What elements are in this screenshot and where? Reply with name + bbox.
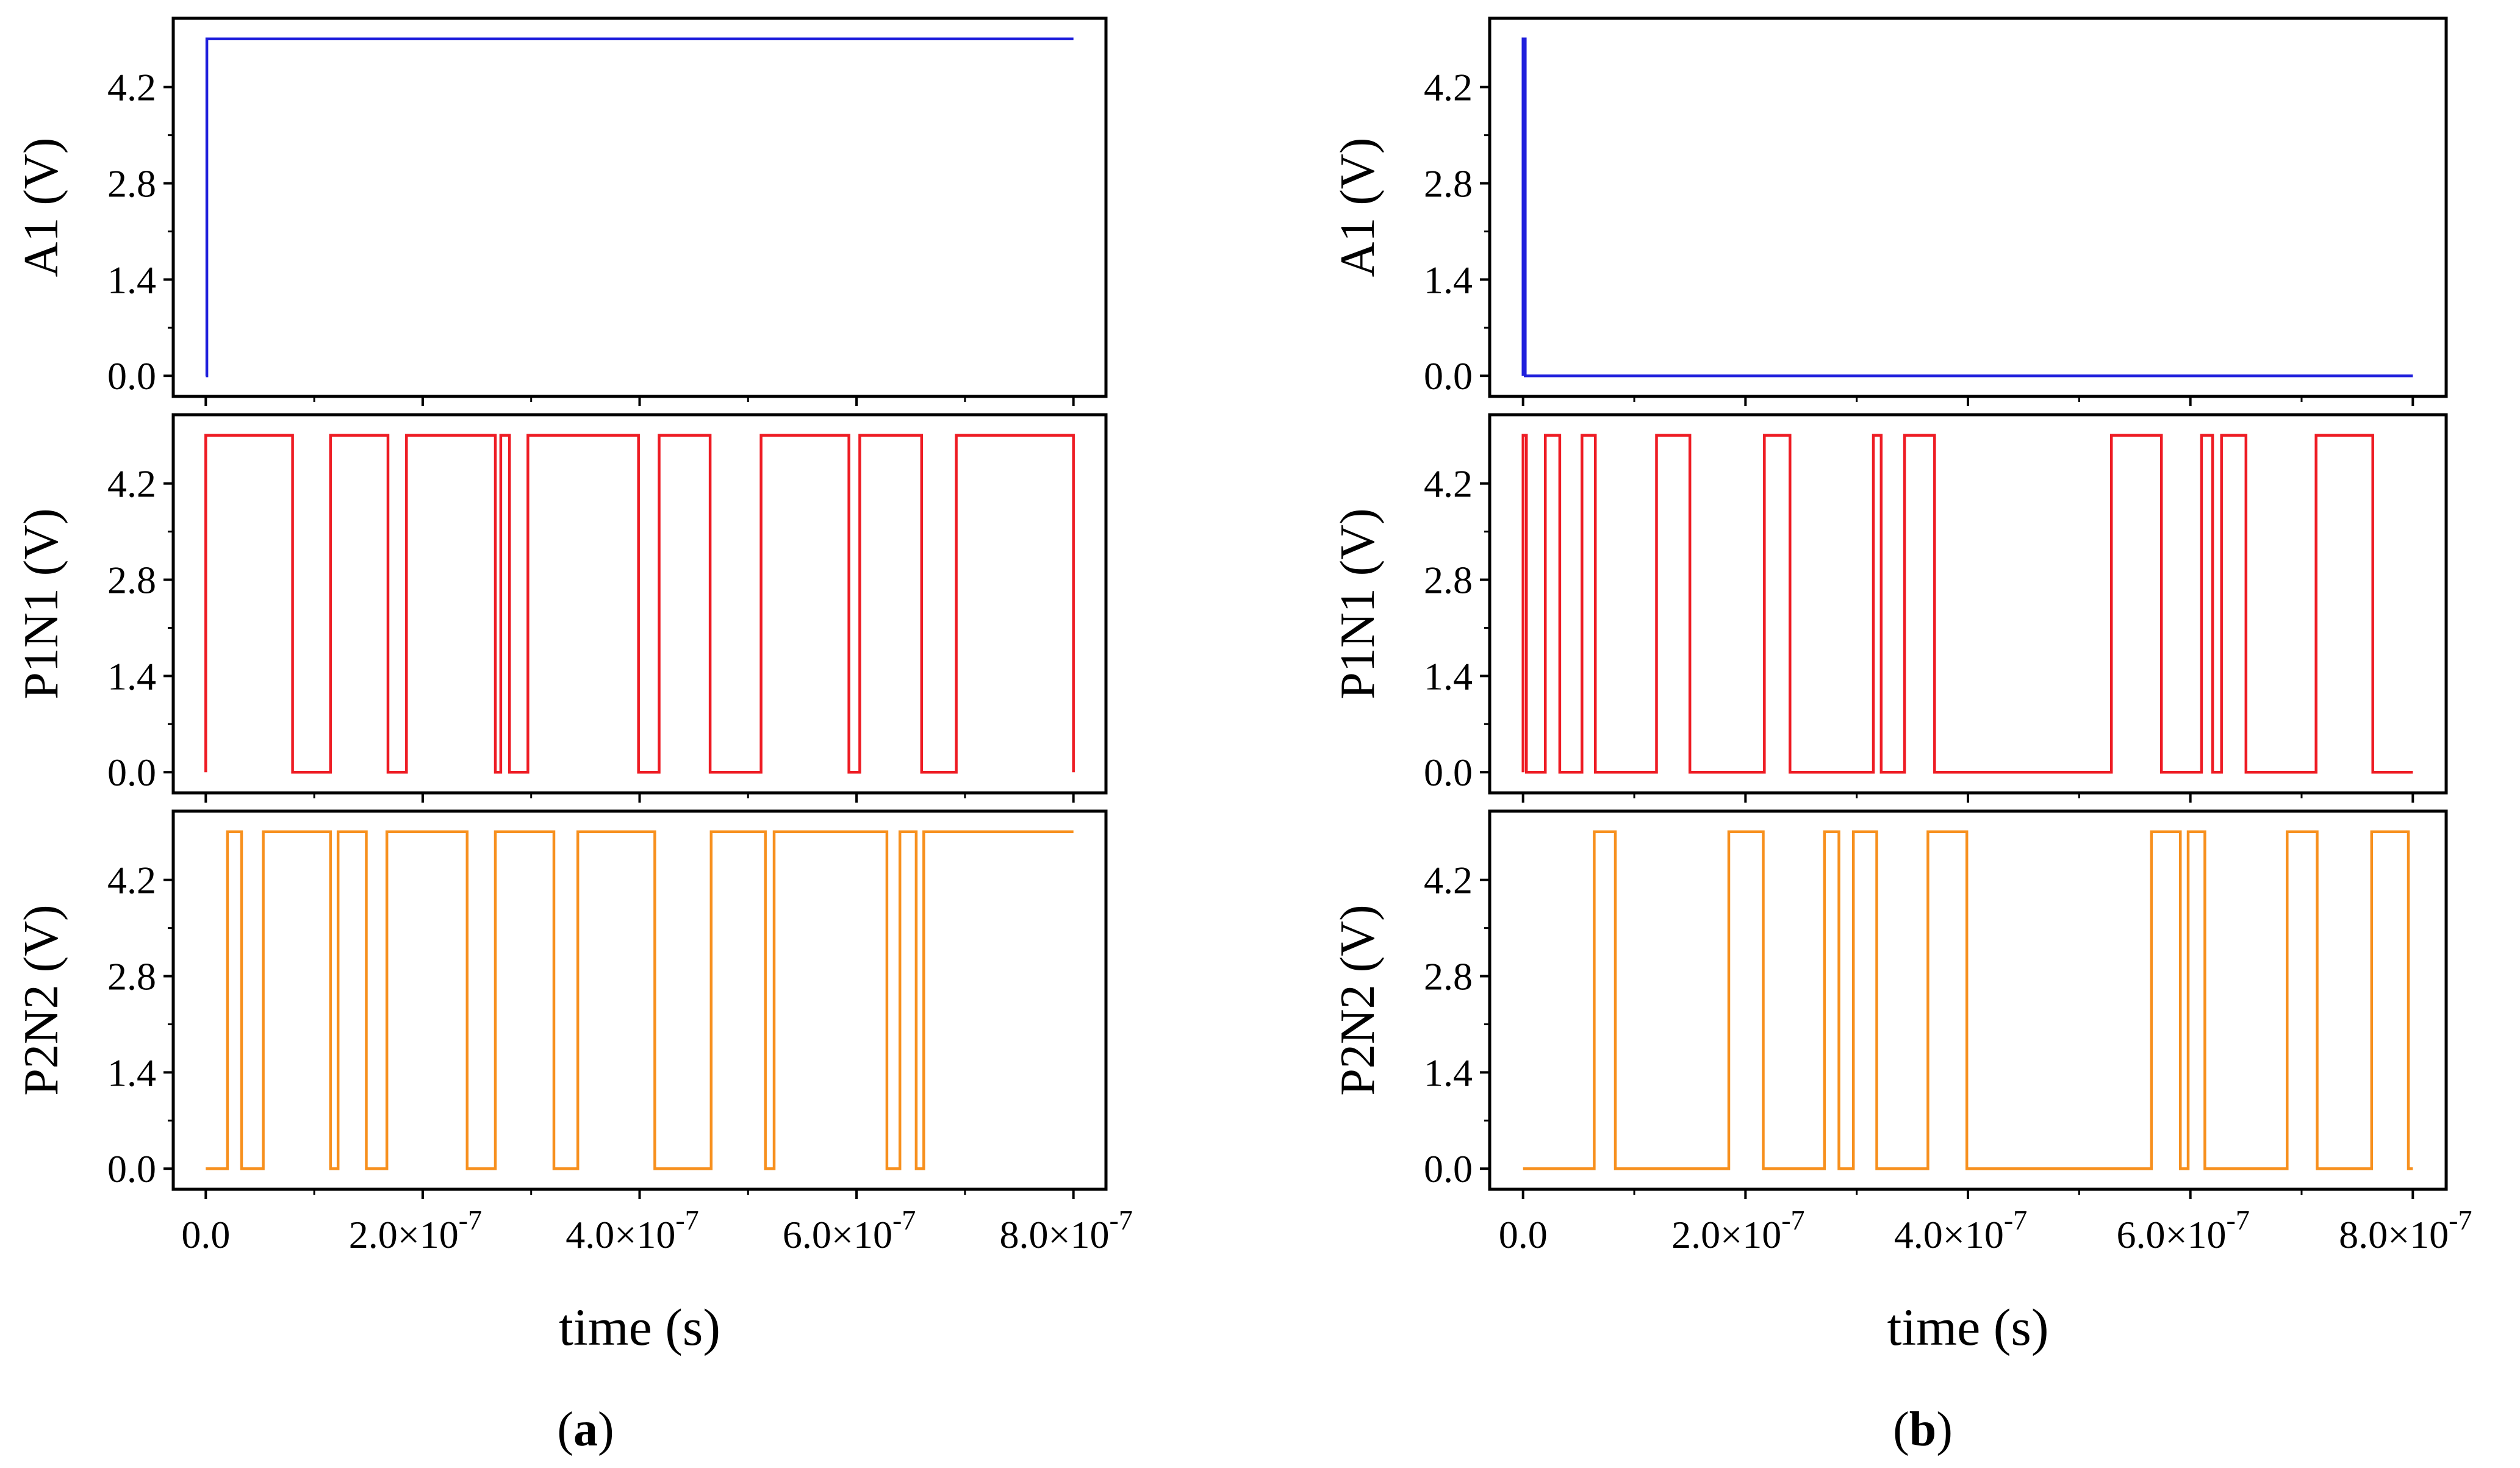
- xtick-label: 8.0×10-7: [2339, 1205, 2472, 1256]
- subplot-a1: 0.0 1.4 2.8 4.2 A1 (V): [1331, 16, 2448, 406]
- ytick-label: 0.0: [107, 354, 156, 398]
- ytick-label: 4.2: [107, 859, 156, 902]
- plot-frame: [171, 809, 1108, 1191]
- series-line-a1: [1521, 37, 2413, 378]
- subplot-p1n1: 0.0 1.4 2.8 4.2 P1N1 (V): [1331, 413, 2448, 803]
- ytick-label: 0.0: [1424, 1147, 1473, 1191]
- xtick-label: 4.0×10-7: [565, 1205, 698, 1256]
- ylabel-a1: A1 (V): [15, 138, 68, 277]
- series-line-p1n1: [204, 434, 1075, 774]
- ytick-label: 2.8: [107, 955, 156, 998]
- panel-label-b: (b): [1893, 1403, 1953, 1456]
- ytick-label: 1.4: [1424, 654, 1473, 698]
- ytick-label: 4.2: [1424, 462, 1473, 506]
- ytick-label: 1.4: [107, 654, 156, 698]
- series-line-p1n1: [1521, 434, 2413, 774]
- ylabel-p2n2: P2N2 (V): [15, 904, 68, 1095]
- ytick-label: 0.0: [1424, 354, 1473, 398]
- panel-label-a: (a): [557, 1403, 614, 1456]
- ytick-label: 0.0: [107, 1147, 156, 1191]
- ytick-label: 4.2: [107, 66, 156, 109]
- plot-frame: [1488, 809, 2448, 1191]
- ytick-label: 2.8: [1424, 955, 1473, 998]
- ytick-label: 1.4: [1424, 258, 1473, 301]
- subplot-p1n1: 0.0 1.4 2.8 4.2 P1N1 (V): [15, 413, 1108, 803]
- series-line-p2n2: [206, 830, 1074, 1170]
- xtick-label: 2.0×10-7: [349, 1205, 482, 1256]
- xtick-label: 4.0×10-7: [1894, 1205, 2027, 1256]
- ylabel-p2n2: P2N2 (V): [1331, 904, 1385, 1095]
- xtick-label: 0.0: [1499, 1213, 1548, 1256]
- ytick-label: 1.4: [107, 258, 156, 301]
- plot-frame: [1488, 16, 2448, 398]
- xtick-label: 6.0×10-7: [783, 1205, 916, 1256]
- ytick-label: 4.2: [107, 462, 156, 506]
- ytick-label: 4.2: [1424, 66, 1473, 109]
- ytick-label: 1.4: [1424, 1051, 1473, 1094]
- xlabel: time (s): [1887, 1298, 2048, 1356]
- ytick-label: 4.2: [1424, 859, 1473, 902]
- subplot-p2n2: 0.0 1.4 2.8 4.2 P2N2 (V): [15, 809, 1108, 1199]
- ytick-label: 2.8: [107, 162, 156, 206]
- xtick-label: 2.0×10-7: [1671, 1205, 1804, 1256]
- ytick-label: 2.8: [107, 559, 156, 602]
- ytick-label: 0.0: [1424, 751, 1473, 794]
- xtick-label: 0.0: [181, 1213, 230, 1256]
- ylabel-p1n1: P1N1 (V): [15, 508, 68, 699]
- ytick-label: 2.8: [1424, 162, 1473, 206]
- ytick-label: 2.8: [1424, 559, 1473, 602]
- ylabel-p1n1: P1N1 (V): [1331, 508, 1385, 699]
- plot-frame: [171, 413, 1108, 795]
- subplot-a1: 0.0 1.4 2.8 4.2 A1 (V): [15, 16, 1108, 406]
- plot-frame: [1488, 413, 2448, 795]
- series-line-a1: [205, 37, 1074, 378]
- plot-frame: [171, 16, 1108, 398]
- xtick-label: 6.0×10-7: [2116, 1205, 2249, 1256]
- ylabel-a1: A1 (V): [1331, 138, 1385, 277]
- subplot-p2n2: 0.0 1.4 2.8 4.2 P2N2 (V): [1331, 809, 2448, 1199]
- ytick-label: 0.0: [107, 751, 156, 794]
- series-line-p2n2: [1523, 830, 2413, 1170]
- ytick-label: 1.4: [107, 1051, 156, 1094]
- xtick-label: 8.0×10-7: [999, 1205, 1132, 1256]
- xlabel: time (s): [559, 1298, 720, 1356]
